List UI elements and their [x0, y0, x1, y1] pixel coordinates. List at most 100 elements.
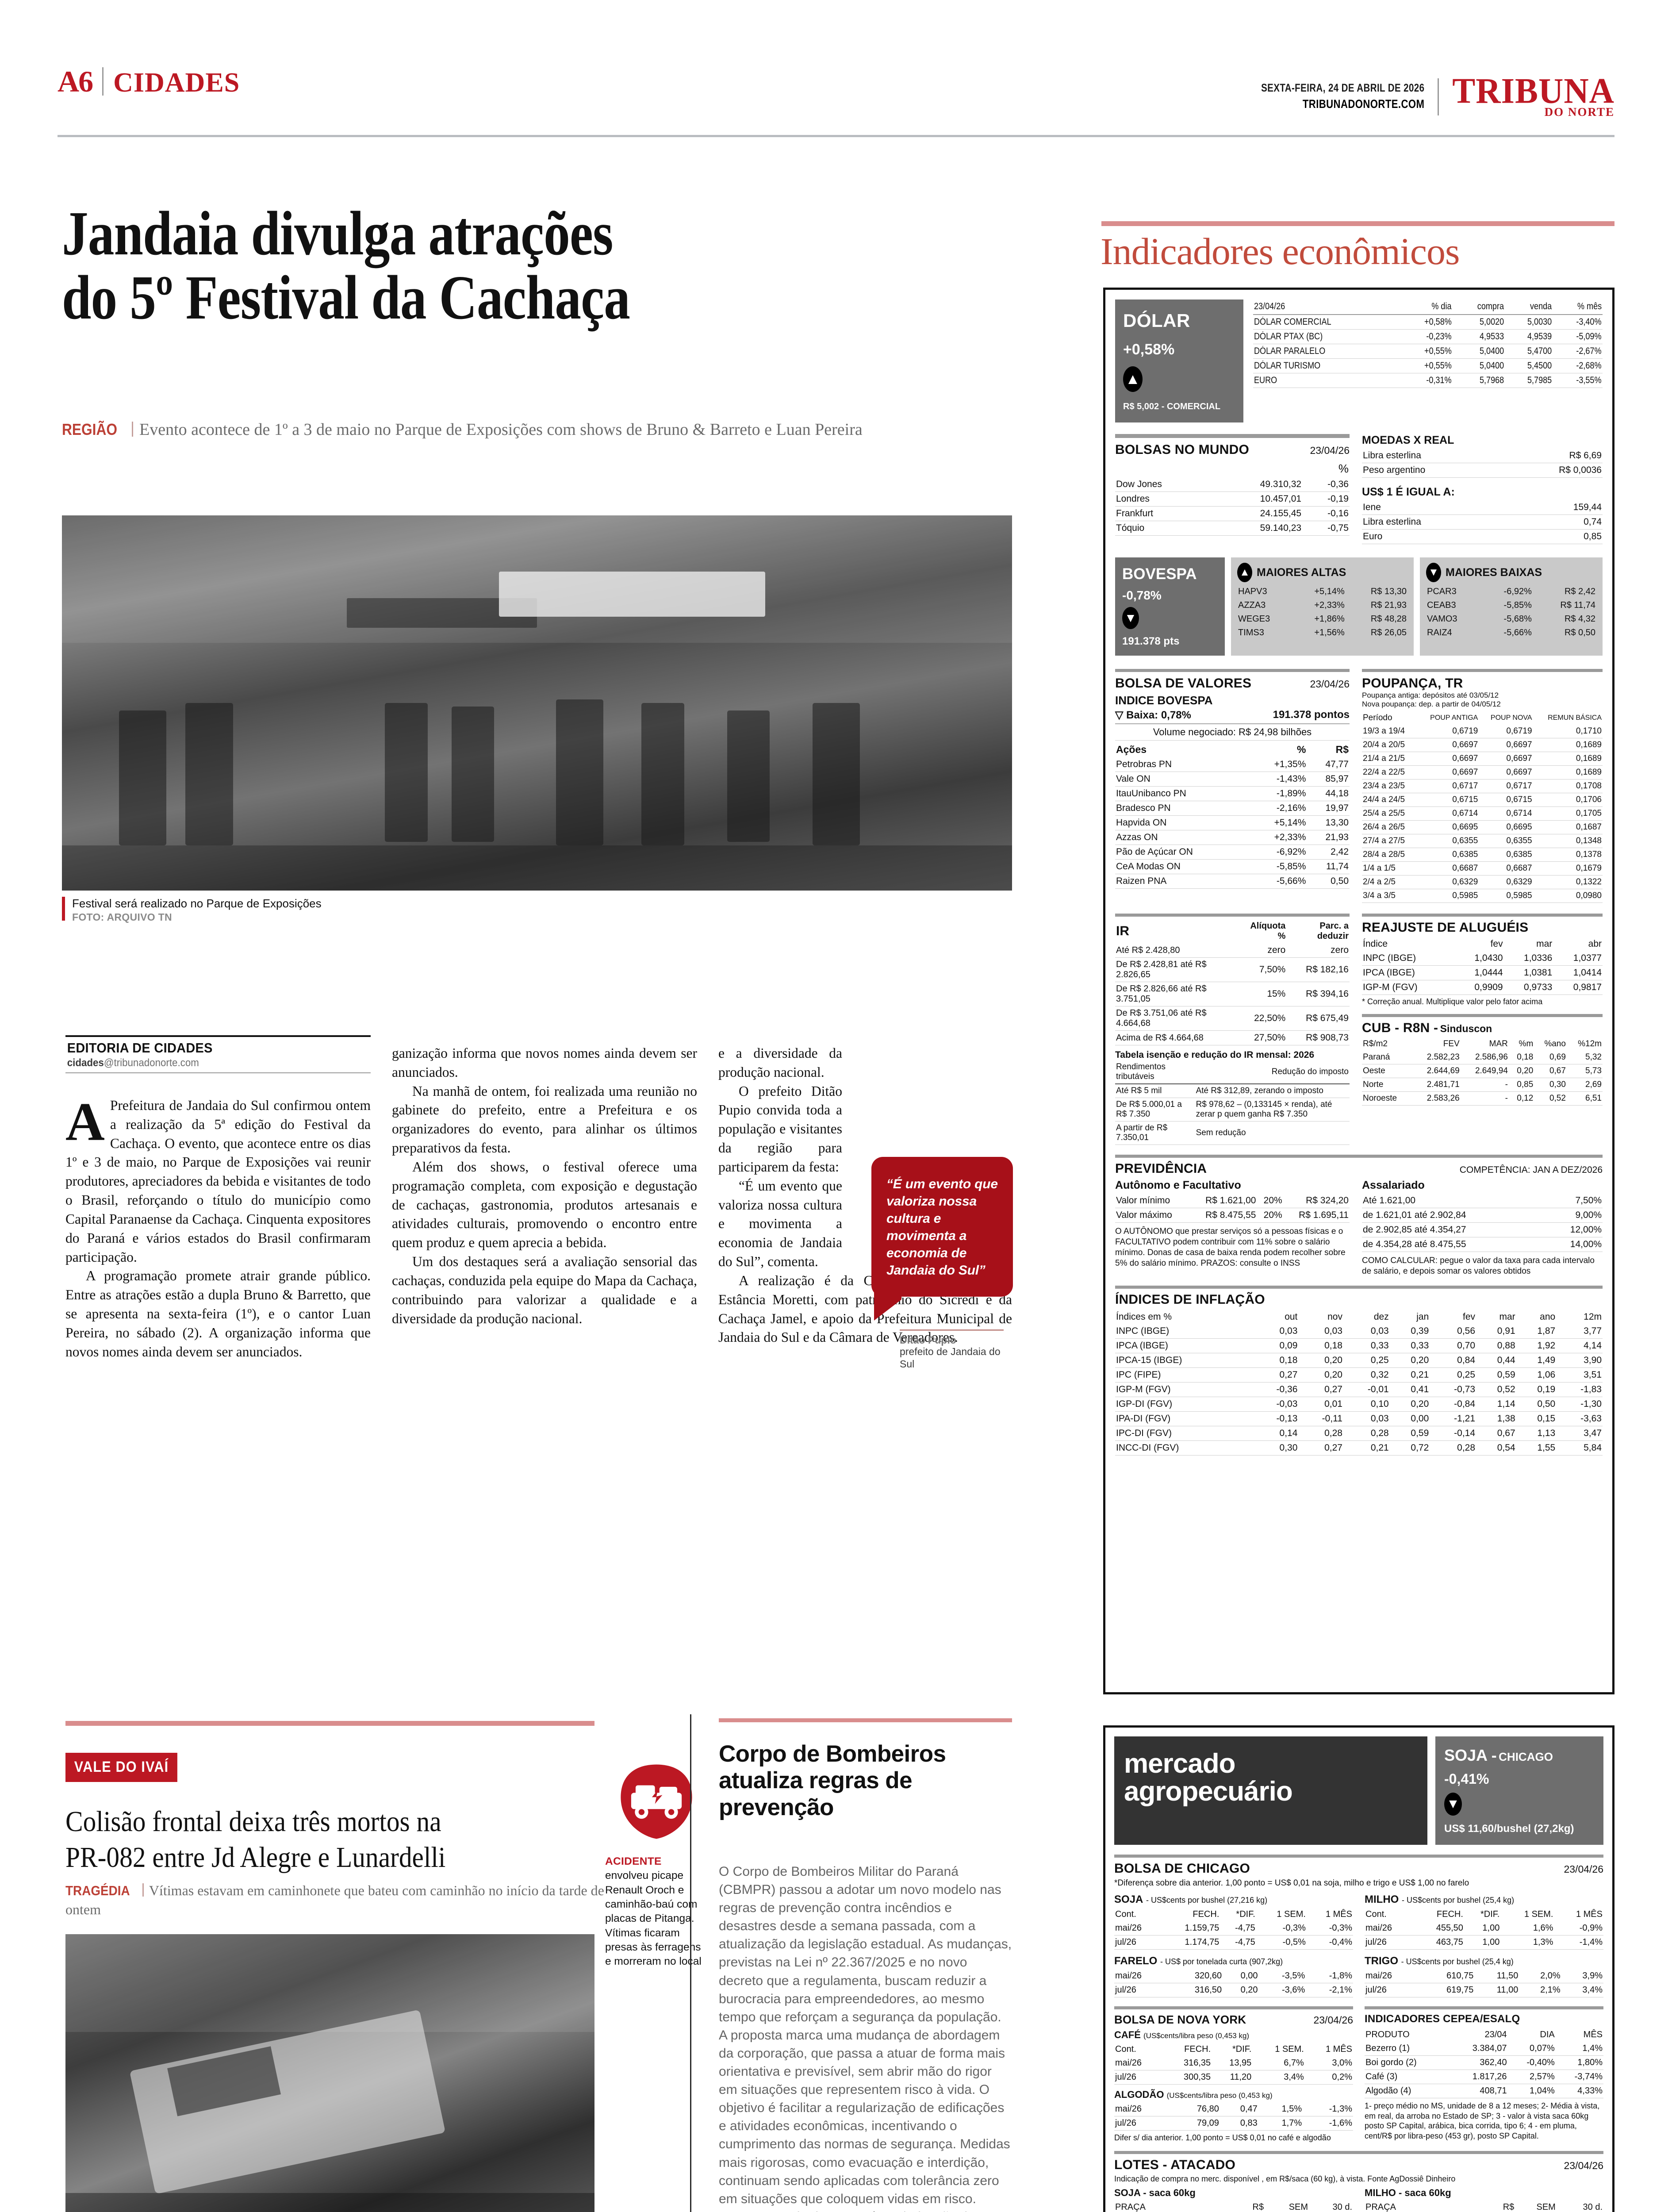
cell: 25/4 a 25/5: [1362, 806, 1417, 821]
table-row: De R$ 2.428,81 até R$ 2.826,65 7,50% R$ 18…: [1115, 957, 1350, 982]
cg2-c1: FECH.: [1436, 1909, 1463, 1919]
cell: 2.481,71: [1412, 1078, 1461, 1092]
cell: 0,6355: [1416, 834, 1479, 848]
cell: R$ 1.695,11: [1283, 1208, 1350, 1223]
cell: zero: [1239, 943, 1287, 958]
cell: 455,50: [1414, 1921, 1464, 1936]
cell: 0,6385: [1416, 848, 1479, 862]
cg-c4: 1 MÊS: [1325, 1909, 1352, 1919]
previdencia-section: PREVIDÊNCIA COMPETÊNCIA: JAN A DEZ/2026 …: [1115, 1155, 1603, 1277]
cell: 0,03: [1298, 1324, 1343, 1339]
cell: 59.140,23: [1213, 521, 1303, 536]
cell: 0,39: [1389, 1324, 1430, 1339]
cell: jul/26: [1114, 1983, 1168, 1997]
table-row: jul/26 79,09 0,83 1,7% -1,6%: [1114, 2116, 1353, 2131]
cell: IPCA (IBGE): [1115, 1338, 1252, 1353]
article-column-3: e a diversidade da produção nacional. O …: [718, 1044, 1012, 1347]
cell: -3,63: [1556, 1411, 1603, 1426]
bv-index-label: INDICE BOVESPA: [1115, 694, 1213, 707]
cell: 1,13: [1516, 1426, 1557, 1441]
editoria-email[interactable]: cidades@tribunadonorte.com: [65, 1056, 349, 1072]
cell: -0,31%: [1426, 375, 1452, 385]
article-p5: Um dos destaques será a avaliação sensor…: [392, 1254, 697, 1326]
quote-text: “É um evento que valoriza nossa cultura …: [886, 1177, 998, 1278]
alu-col-mar: mar: [1536, 939, 1553, 949]
cell: 0,33: [1389, 1338, 1430, 1353]
maiores-baixas-panel: ▼ MAIORES BAIXAS PCAR3 -6,92% R$ 2,42 CEAB…: [1420, 557, 1603, 656]
agro-brand-line1: mercado: [1124, 1748, 1235, 1779]
table-row: 22/4 a 22/5 0,6697 0,6697 0,1689: [1362, 765, 1603, 780]
cell: R$ 978,62 – (0,133145 × renda), até zera…: [1195, 1098, 1350, 1121]
cell: 1,0381: [1503, 965, 1553, 980]
prev-rule: [1115, 1155, 1603, 1158]
cg-c1: FECH.: [1193, 1909, 1219, 1919]
cell: -0,14: [1430, 1426, 1476, 1441]
cell: 2.586,96: [1460, 1050, 1509, 1064]
cell: Até R$ 2.428,80: [1115, 943, 1240, 958]
cell: -: [1460, 1091, 1509, 1106]
cell: 20%: [1257, 1194, 1283, 1208]
cell: 0,28: [1343, 1426, 1390, 1441]
cell: 0,6687: [1416, 861, 1479, 876]
cell: +1,56%: [1314, 628, 1345, 637]
lotes-section: LOTES - ATACADO 23/04/26 Indicação de co…: [1114, 2151, 1603, 2212]
cell: 0,07%: [1507, 2042, 1556, 2056]
cell: 1,92: [1516, 1338, 1557, 1353]
cell: -5,66%: [1503, 628, 1532, 637]
cell: +5,14%: [1314, 587, 1345, 596]
chicago-note: *Diferença sobre dia anterior. 1,00 pont…: [1114, 1878, 1469, 1888]
cell: 0,50: [1307, 874, 1350, 889]
cell: 0,18: [1252, 1353, 1299, 1368]
masthead: A6 CIDADES SEXTA-FEIRA, 24 DE ABRIL DE 2…: [58, 66, 1614, 137]
cell: R$ 675,49: [1286, 1006, 1350, 1031]
cell: 0,33: [1343, 1338, 1390, 1353]
cepea-title: INDICADORES CEPEA/ESALQ: [1365, 2013, 1520, 2025]
cell: R$ 0,0036: [1504, 463, 1603, 478]
cell: 0,6715: [1479, 793, 1533, 807]
cell: 24.155,45: [1213, 506, 1303, 521]
cell: 2,57%: [1507, 2070, 1556, 2084]
cell: -0,16: [1302, 506, 1350, 521]
table-row: Noroeste 2.583,26-0,12 0,52 6,51: [1362, 1091, 1603, 1106]
cell: Peso argentino: [1362, 463, 1504, 478]
cell: 0,72: [1389, 1440, 1430, 1455]
bolsa-valores-section: BOLSA DE VALORES 23/04/26 INDICE BOVESPA…: [1115, 669, 1350, 903]
cell: 159,44: [1522, 500, 1603, 515]
cell: 20%: [1257, 1208, 1283, 1223]
table-row: jul/26 300,35 11,20 3,4% 0,2%: [1114, 2070, 1353, 2085]
prev-ass-title: Assalariado: [1362, 1179, 1425, 1191]
cell: 9,00%: [1545, 1208, 1603, 1223]
caption-accent-bar: [62, 897, 65, 921]
cell: 0,20: [1389, 1397, 1430, 1412]
cell: 610,75: [1419, 1969, 1475, 1983]
lt2-c0: PRAÇA: [1365, 2202, 1396, 2212]
cell: 1/4 a 1/5: [1362, 861, 1417, 876]
poup-rule: [1362, 669, 1603, 672]
bovespa-section: BOVESPA -0,78% ▼ 191.378 pts ▲ MAIORES A…: [1115, 557, 1603, 656]
cell: 0,1322: [1533, 875, 1603, 889]
lotes-note: Indicação de compra no merc. disponível …: [1114, 2174, 1456, 2183]
cell: 320,60: [1168, 1969, 1223, 1983]
table-row: Raizen PNA -5,66% 0,50: [1115, 874, 1350, 889]
cell: -3,6%: [1258, 1983, 1306, 1997]
bovespa-pct: -0,78%: [1122, 588, 1162, 602]
cell: -0,36: [1302, 477, 1350, 492]
cell: Iene: [1362, 500, 1522, 515]
lead-subhead-text: Evento acontece de 1º a 3 de maio no Par…: [139, 420, 863, 439]
table-row: Azzas ON +2,33% 21,93: [1115, 830, 1350, 845]
masthead-dates: SEXTA-FEIRA, 24 DE ABRIL DE 2026 TRIBUNA…: [1225, 81, 1424, 112]
cell: mai/26: [1114, 2056, 1163, 2070]
maiores-altas-panel: ▲ MAIORES ALTAS HAPV3 +5,14% R$ 13,30 AZZA…: [1231, 557, 1414, 656]
g-trigo-name: TRIGO: [1365, 1955, 1398, 1967]
cell: 0,6329: [1479, 875, 1533, 889]
cell: 0,27: [1298, 1382, 1343, 1397]
cep-c1: 23/04: [1484, 2030, 1507, 2039]
cell: 0,83: [1219, 2116, 1258, 2131]
table-row: de 4.354,28 até 8.475,55 14,00%: [1362, 1237, 1603, 1252]
table-row: IPA-DI (FGV) -0,13 -0,11 0,03 0,00 -1,21 1,38 0…: [1115, 1411, 1603, 1426]
cell: 0,1348: [1533, 834, 1603, 848]
cell: Oeste: [1362, 1064, 1412, 1078]
ir-rule: [1115, 914, 1350, 917]
cell: 0,09: [1252, 1338, 1299, 1353]
